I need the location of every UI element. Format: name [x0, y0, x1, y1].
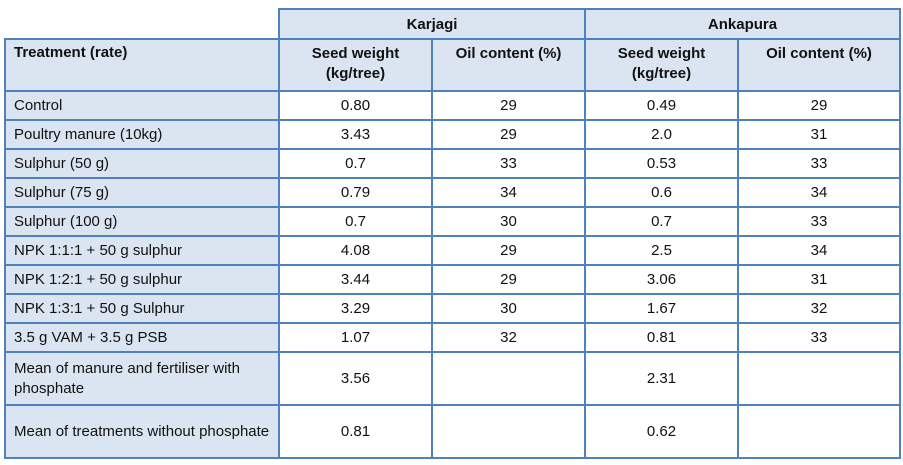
table-row: NPK 1:2:1 + 50 g sulphur 3.44 29 3.06 31 — [4, 264, 902, 295]
value-cell: 33 — [737, 322, 902, 353]
value-cell: 31 — [737, 264, 902, 295]
ankapura-oil-content-header: Oil content (%) — [737, 38, 902, 92]
value-cell: 0.53 — [584, 148, 740, 179]
value-cell: 2.31 — [584, 351, 740, 406]
value-cell — [430, 351, 587, 406]
treatment-cell: Poultry manure (10kg) — [4, 119, 280, 150]
treatment-cell: Sulphur (100 g) — [4, 206, 280, 237]
value-cell: 0.7 — [584, 206, 740, 237]
table-row: Mean of treatments without phosphate 0.8… — [4, 404, 902, 459]
sub-header-row: Treatment (rate) Seed weight (kg/tree) O… — [4, 38, 902, 92]
value-cell: 30 — [430, 206, 587, 237]
value-cell: 3.06 — [584, 264, 740, 295]
table-row: Sulphur (50 g) 0.7 33 0.53 33 — [4, 148, 902, 179]
value-cell: 1.67 — [584, 293, 740, 324]
value-cell: 34 — [737, 177, 902, 208]
value-cell — [430, 404, 587, 459]
treatment-cell: Mean of treatments without phosphate — [4, 404, 280, 459]
value-cell: 33 — [737, 148, 902, 179]
value-cell — [737, 351, 902, 406]
table-row: 3.5 g VAM + 3.5 g PSB 1.07 32 0.81 33 — [4, 322, 902, 353]
table-row: NPK 1:1:1 + 50 g sulphur 4.08 29 2.5 34 — [4, 235, 902, 266]
value-cell: 34 — [737, 235, 902, 266]
value-cell: 0.7 — [278, 148, 433, 179]
value-cell: 3.44 — [278, 264, 433, 295]
value-cell: 0.7 — [278, 206, 433, 237]
value-cell: 33 — [737, 206, 902, 237]
value-cell: 0.80 — [278, 90, 433, 121]
value-cell: 0.62 — [584, 404, 740, 459]
value-cell: 0.6 — [584, 177, 740, 208]
value-cell: 3.43 — [278, 119, 433, 150]
treatment-results-table: Karjagi Ankapura Treatment (rate) Seed w… — [4, 8, 902, 459]
table-row: Mean of manure and fertiliser with phosp… — [4, 351, 902, 406]
treatment-cell: NPK 1:3:1 + 50 g Sulphur — [4, 293, 280, 324]
value-cell: 0.49 — [584, 90, 740, 121]
table-row: Sulphur (75 g) 0.79 34 0.6 34 — [4, 177, 902, 208]
value-cell: 3.56 — [278, 351, 433, 406]
corner-spacer — [5, 9, 279, 39]
table-row: NPK 1:3:1 + 50 g Sulphur 3.29 30 1.67 32 — [4, 293, 902, 324]
column-group-karjagi: Karjagi — [277, 8, 587, 40]
table-row: Control 0.80 29 0.49 29 — [4, 90, 902, 121]
karjagi-oil-content-header: Oil content (%) — [430, 38, 587, 92]
treatment-cell: Sulphur (50 g) — [4, 148, 280, 179]
value-cell: 29 — [430, 264, 587, 295]
value-cell: 29 — [430, 235, 587, 266]
treatment-cell: Mean of manure and fertiliser with phosp… — [4, 351, 280, 406]
table-row: Sulphur (100 g) 0.7 30 0.7 33 — [4, 206, 902, 237]
value-cell: 33 — [430, 148, 587, 179]
location-header-row: Karjagi Ankapura — [5, 8, 902, 40]
value-cell: 31 — [737, 119, 902, 150]
karjagi-seed-weight-header: Seed weight (kg/tree) — [278, 38, 433, 92]
table-row: Poultry manure (10kg) 3.43 29 2.0 31 — [4, 119, 902, 150]
value-cell: 30 — [430, 293, 587, 324]
value-cell: 2.0 — [584, 119, 740, 150]
value-cell: 29 — [430, 90, 587, 121]
value-cell: 3.29 — [278, 293, 433, 324]
ankapura-seed-weight-header: Seed weight (kg/tree) — [584, 38, 740, 92]
value-cell: 34 — [430, 177, 587, 208]
value-cell: 0.81 — [584, 322, 740, 353]
treatment-cell: NPK 1:2:1 + 50 g sulphur — [4, 264, 280, 295]
value-cell: 0.81 — [278, 404, 433, 459]
treatment-cell: 3.5 g VAM + 3.5 g PSB — [4, 322, 280, 353]
value-cell: 1.07 — [278, 322, 433, 353]
treatment-cell: NPK 1:1:1 + 50 g sulphur — [4, 235, 280, 266]
treatment-cell: Sulphur (75 g) — [4, 177, 280, 208]
value-cell: 32 — [737, 293, 902, 324]
value-cell — [737, 404, 902, 459]
treatment-cell: Control — [4, 90, 280, 121]
value-cell: 0.79 — [278, 177, 433, 208]
value-cell: 29 — [430, 119, 587, 150]
value-cell: 32 — [430, 322, 587, 353]
value-cell: 2.5 — [584, 235, 740, 266]
treatment-column-header: Treatment (rate) — [4, 38, 280, 92]
value-cell: 4.08 — [278, 235, 433, 266]
column-group-ankapura: Ankapura — [584, 8, 902, 40]
value-cell: 29 — [737, 90, 902, 121]
